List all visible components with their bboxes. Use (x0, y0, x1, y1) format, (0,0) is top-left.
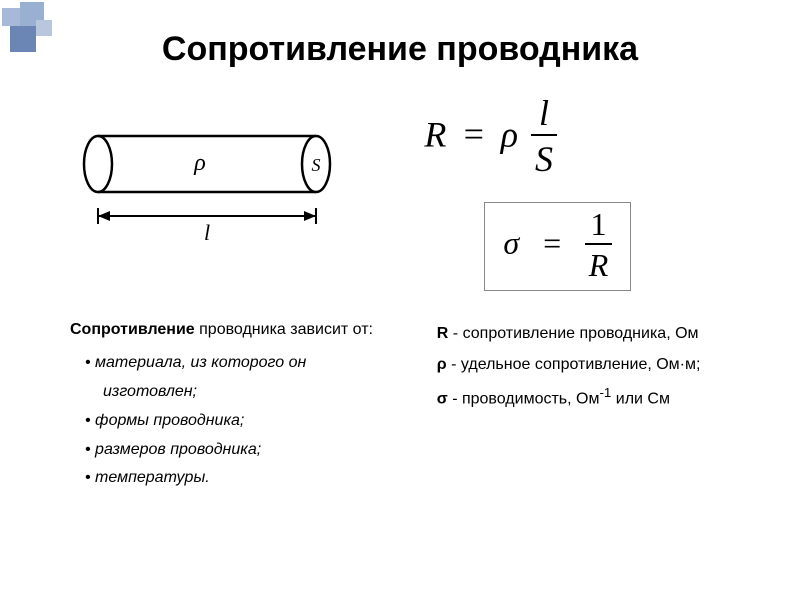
formula-conductivity-box: σ = 1 R (484, 202, 631, 291)
depends-text: Сопротивление проводника зависит от: (40, 321, 429, 339)
list-item: температуры. (85, 464, 399, 493)
legend-sigma-sup: -1 (599, 385, 611, 400)
diagram-l-label: l (204, 220, 210, 245)
legend-R-sym: R (437, 325, 449, 342)
diagram-rho-label: ρ (193, 150, 206, 176)
list-item: изготовлен; (85, 378, 399, 407)
formula-den-R: R (585, 245, 613, 287)
formula-column: R = ρ l S σ = 1 R (414, 99, 760, 291)
diagram-column: ρ S l (40, 99, 414, 259)
content-row: ρ S l R = ρ l S σ = 1 R (0, 99, 800, 291)
legend-rho-text: - удельное сопротивление, Ом·м; (447, 356, 701, 373)
legend-row-R: R - сопротивление проводника, Ом (437, 319, 720, 349)
lower-left-column: Сопротивление проводника зависит от: мат… (40, 291, 429, 493)
formula-R: R (424, 114, 446, 154)
depends-bold: Сопротивление (70, 321, 195, 338)
list-item: размеров проводника; (85, 436, 399, 465)
depends-rest: проводника зависит от: (195, 321, 373, 338)
legend-sigma-text-b: или См (611, 390, 670, 407)
page-title: Сопротивление проводника (0, 0, 800, 99)
list-item: формы проводника; (85, 407, 399, 436)
list-item: материала, из которого он (85, 349, 399, 378)
formula-resistance: R = ρ l S (424, 94, 760, 182)
legend: R - сопротивление проводника, Ом ρ - уде… (437, 291, 760, 415)
conductor-diagram: ρ S l (40, 124, 380, 254)
legend-sigma-sym: σ (437, 390, 448, 407)
diagram-s-label: S (312, 155, 321, 175)
formula-eq: = (461, 114, 485, 154)
legend-sigma-text-a: - проводимость, Ом (448, 390, 600, 407)
formula-sigma: σ (503, 225, 519, 261)
formula-num-l: l (531, 94, 557, 136)
formula-rho: ρ (501, 114, 518, 154)
formula-eq2: = (541, 225, 563, 261)
bullet-list: материала, из которого он изготовлен; фо… (40, 339, 429, 493)
lower-row: Сопротивление проводника зависит от: мат… (0, 291, 800, 493)
legend-column: R - сопротивление проводника, Ом ρ - уде… (429, 291, 760, 493)
formula-num-1: 1 (585, 207, 613, 244)
legend-row-sigma: σ - проводимость, Ом-1 или См (437, 380, 720, 415)
legend-row-rho: ρ - удельное сопротивление, Ом·м; (437, 350, 720, 380)
formula-den-S: S (531, 136, 557, 183)
legend-rho-sym: ρ (437, 356, 447, 373)
legend-R-text: - сопротивление проводника, Ом (448, 325, 698, 342)
corner-decoration (0, 0, 60, 60)
